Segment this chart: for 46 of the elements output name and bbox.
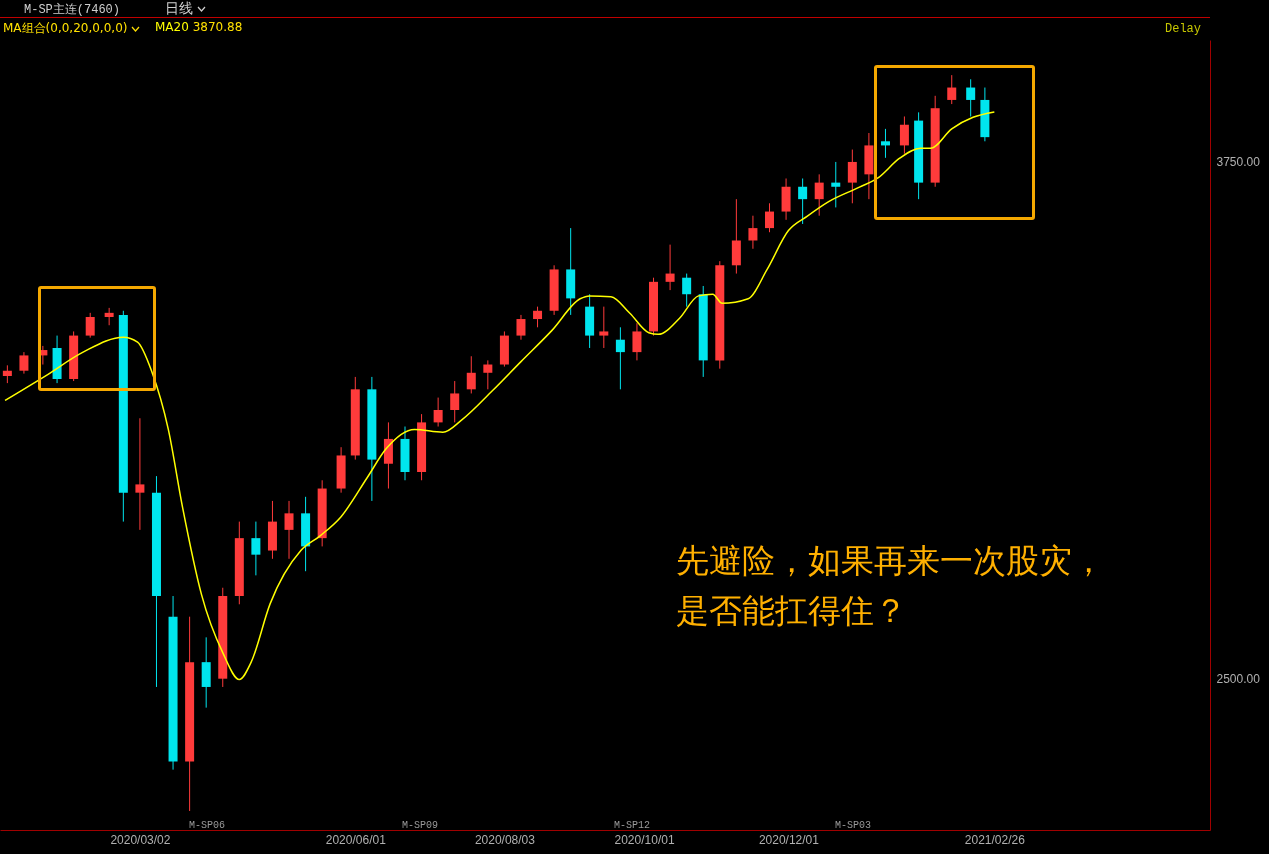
text: 3870.88 <box>191 20 243 34</box>
x-tick-label: 2021/02/26 <box>964 832 1026 847</box>
candlestick <box>765 202 774 233</box>
candlestick <box>135 417 145 531</box>
text: MA20 <box>155 20 189 34</box>
x-tick-label: 2020/10/01 <box>614 832 675 847</box>
candlestick <box>483 359 493 390</box>
text: 日线 <box>165 0 194 18</box>
annotation: M-SP03 <box>835 820 872 831</box>
candlestick <box>599 306 609 349</box>
annotation: M-SP12 <box>614 820 651 831</box>
x-tick-label: 2020/06/01 <box>325 832 387 847</box>
annotation: M-SP09 <box>402 820 439 831</box>
candlestick <box>632 322 642 361</box>
candlestick <box>682 273 692 308</box>
candlestick <box>665 244 675 291</box>
y-tick-label: 2500.00 <box>1216 672 1261 687</box>
annotation: 先避险，如果再来一次股灾，是否能扛得住？ <box>676 540 1106 632</box>
candlestick <box>814 173 824 217</box>
text: MA组合(0,0,20,0,0,0) <box>3 20 129 37</box>
x-tick-label: 2020/03/02 <box>110 832 171 847</box>
chart-title: M-SP主连(7460) <box>24 2 121 18</box>
candlestick <box>533 306 543 328</box>
candlestick <box>847 149 857 204</box>
candlestick <box>85 312 95 339</box>
candlestick <box>516 314 526 341</box>
candlestick <box>947 74 957 105</box>
candlestick <box>104 307 114 326</box>
candlestick <box>466 355 476 394</box>
candlestick <box>798 177 808 225</box>
x-tick-label: 2020/08/03 <box>474 832 536 847</box>
y-tick-label: 3750.00 <box>1216 155 1261 170</box>
candlestick <box>966 78 976 117</box>
candlestick <box>880 128 890 159</box>
candlestick <box>19 351 29 375</box>
candlestick <box>831 161 841 208</box>
candlestick <box>284 500 294 560</box>
candlestick <box>433 397 443 428</box>
candlestick <box>251 521 261 576</box>
annotation: M-SP06 <box>189 820 226 831</box>
candlestick <box>899 115 909 155</box>
text: Delay <box>1165 22 1202 36</box>
candlestick <box>615 326 625 390</box>
candlestick <box>450 380 460 423</box>
x-tick-label: 2020/12/01 <box>758 832 820 847</box>
candlestick <box>748 215 758 250</box>
